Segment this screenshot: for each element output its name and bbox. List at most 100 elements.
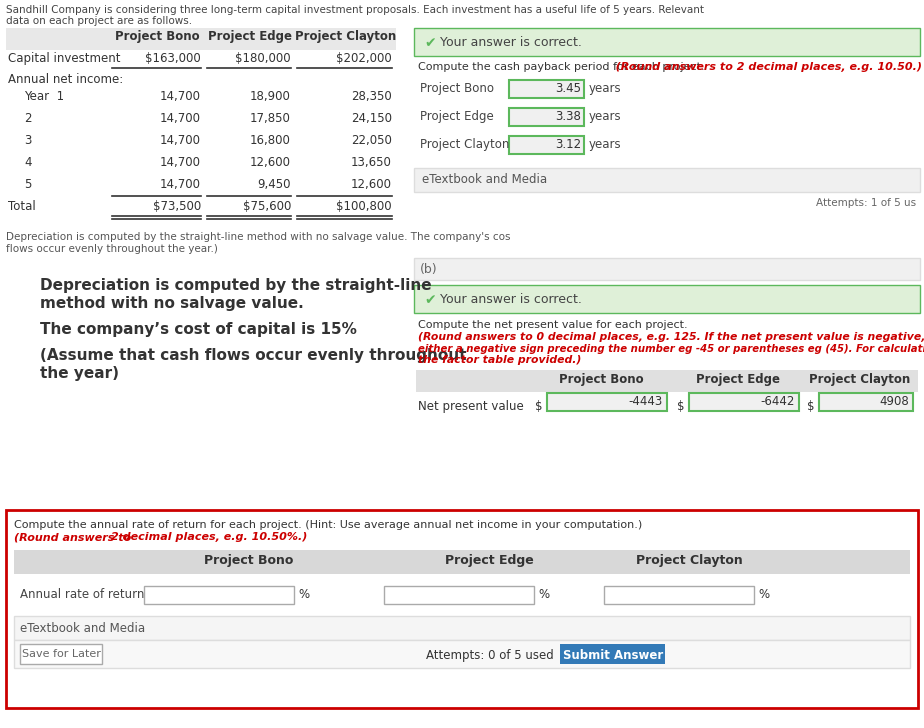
Bar [414,285,920,313]
Text: Your answer is correct.: Your answer is correct. [440,293,582,306]
Text: 2: 2 [24,112,31,125]
Bar [14,640,910,668]
Text: the factor table provided.): the factor table provided.) [418,355,581,365]
Text: (Assume that cash flows occur evenly throughout: (Assume that cash flows occur evenly thr… [40,348,467,363]
Text: (b): (b) [420,263,438,276]
Text: -6442: -6442 [760,395,795,408]
Text: years: years [589,82,622,95]
Text: Project Bono: Project Bono [116,30,200,43]
Text: 18,900: 18,900 [250,90,291,103]
Text: 22,050: 22,050 [351,134,392,147]
Text: Project Clayton: Project Clayton [636,554,742,567]
Text: Project Edge: Project Edge [444,554,533,567]
Text: Submit Answer: Submit Answer [563,649,663,662]
Bar [414,168,920,192]
Text: either a negative sign preceding the number eg -45 or parentheses eg (45). For c: either a negative sign preceding the num… [418,344,924,354]
Text: Project Bono: Project Bono [420,82,494,95]
Text: Project Bono: Project Bono [559,373,643,386]
Text: -4443: -4443 [628,395,663,408]
Text: %: % [758,588,769,601]
Text: $73,500: $73,500 [152,200,201,213]
Text: years: years [589,110,622,123]
Text: 3.45: 3.45 [555,82,581,95]
Text: Sandhill Company is considering three long-term capital investment proposals. Ea: Sandhill Company is considering three lo… [6,5,704,15]
Text: 16,800: 16,800 [250,134,291,147]
Text: 9,450: 9,450 [258,178,291,191]
Text: %: % [298,588,310,601]
Text: Project Edge: Project Edge [696,373,780,386]
Text: Net present value: Net present value [418,400,524,413]
Bar [414,28,920,56]
Text: years: years [589,138,622,151]
Text: Compute the cash payback period for each project.: Compute the cash payback period for each… [418,62,708,72]
Text: Annual net income:: Annual net income: [8,73,123,86]
Bar [6,510,918,708]
Text: 24,150: 24,150 [351,112,392,125]
Bar [14,550,910,574]
Text: Project Clayton: Project Clayton [809,373,911,386]
Text: $: $ [807,400,814,413]
Text: 5: 5 [24,178,31,191]
Text: 17,850: 17,850 [250,112,291,125]
Text: Year  1: Year 1 [24,90,64,103]
Text: 12,600: 12,600 [351,178,392,191]
Text: 4: 4 [24,156,31,169]
Text: 14,700: 14,700 [160,112,201,125]
Bar [509,136,584,154]
Text: flows occur evenly throughout the year.): flows occur evenly throughout the year.) [6,244,218,254]
Bar [689,393,799,411]
Text: Depreciation is computed by the straight-line method with no salvage value. The : Depreciation is computed by the straight… [6,232,510,242]
Bar [6,28,396,50]
Text: $: $ [535,400,542,413]
Text: 2 decimal places, e.g. 10.50%.): 2 decimal places, e.g. 10.50%.) [111,532,308,542]
Text: eTextbook and Media: eTextbook and Media [422,173,547,186]
Text: $163,000: $163,000 [145,52,201,65]
Bar [604,586,754,604]
Bar [509,108,584,126]
Text: 4908: 4908 [880,395,909,408]
Text: Depreciation is computed by the straight-line: Depreciation is computed by the straight… [40,278,432,293]
Text: 28,350: 28,350 [351,90,392,103]
Text: $100,800: $100,800 [336,200,392,213]
Bar [560,644,665,664]
Text: eTextbook and Media: eTextbook and Media [20,622,145,635]
Text: (Round answers to: (Round answers to [14,532,131,542]
Text: 14,700: 14,700 [160,178,201,191]
Text: Capital investment: Capital investment [8,52,120,65]
Text: Attempts: 1 of 5 us: Attempts: 1 of 5 us [816,198,916,208]
Text: method with no salvage value.: method with no salvage value. [40,296,304,311]
Text: Project Edge: Project Edge [420,110,493,123]
Bar [384,586,534,604]
Text: 3.12: 3.12 [555,138,581,151]
Text: 3.38: 3.38 [555,110,581,123]
Text: Project Clayton: Project Clayton [295,30,396,43]
Text: data on each project are as follows.: data on each project are as follows. [6,16,192,26]
Bar [509,80,584,98]
Text: 13,650: 13,650 [351,156,392,169]
Text: 3: 3 [24,134,31,147]
Text: $180,000: $180,000 [236,52,291,65]
Text: ✔: ✔ [424,36,435,50]
Bar [414,258,920,280]
Text: (Round answers to 2 decimal places, e.g. 10.50.): (Round answers to 2 decimal places, e.g.… [418,62,922,72]
Text: Project Edge: Project Edge [208,30,292,43]
Text: Compute the annual rate of return for each project. (Hint: Use average annual ne: Compute the annual rate of return for ea… [14,520,646,530]
Text: (Round answers to 0 decimal places, e.g. 125. If the net present value is negati: (Round answers to 0 decimal places, e.g.… [418,332,924,342]
Text: Attempts: 0 of 5 used: Attempts: 0 of 5 used [426,649,553,662]
Text: $: $ [677,400,685,413]
Bar [144,586,294,604]
Bar [14,616,910,640]
Text: Total: Total [8,200,36,213]
Text: 14,700: 14,700 [160,134,201,147]
Text: Save for Later: Save for Later [21,649,101,659]
Text: Compute the net present value for each project.: Compute the net present value for each p… [418,320,691,330]
Text: $202,000: $202,000 [336,52,392,65]
Text: Project Bono: Project Bono [204,554,294,567]
Text: 14,700: 14,700 [160,90,201,103]
Text: Project Clayton: Project Clayton [420,138,509,151]
Text: ✔: ✔ [424,293,435,307]
Text: $75,600: $75,600 [243,200,291,213]
Text: the year): the year) [40,366,119,381]
Bar [20,644,102,664]
Bar [416,370,918,392]
